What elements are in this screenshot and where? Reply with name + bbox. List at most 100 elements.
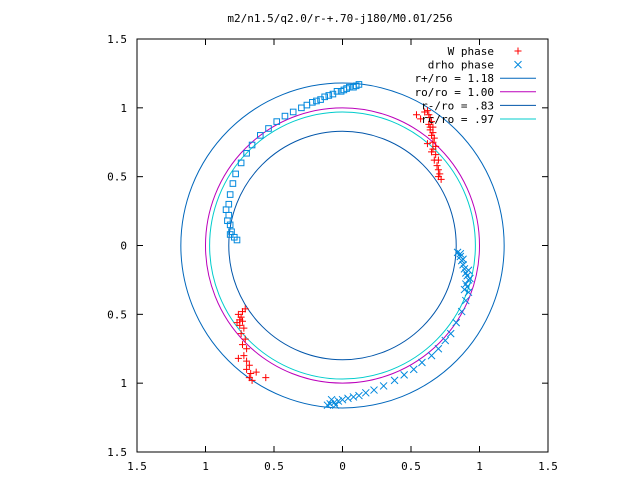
drho_phase-point [226, 231, 234, 238]
drho_phase-point [222, 206, 230, 214]
w_phase-point [432, 151, 440, 159]
legend-label: r-/ro = .83 [421, 99, 494, 112]
drho_phase-point [379, 382, 388, 390]
circle-ro [205, 107, 480, 384]
drho_phase-point [289, 108, 297, 116]
drho_phase-point [317, 96, 324, 103]
legend-symbol [514, 60, 522, 69]
w_phase-point [238, 341, 246, 349]
drho_phase-point [446, 329, 455, 338]
drho_phase-point [229, 180, 237, 187]
drho_phase-point [325, 92, 333, 99]
drho_phase-point [248, 141, 256, 149]
drho_phase-point [224, 217, 231, 225]
drho_phase-point [349, 393, 358, 401]
drho_phase-point [355, 391, 363, 400]
drho_phase-point [461, 280, 470, 288]
w_phase-point [240, 352, 248, 360]
drho_phase-point [390, 376, 399, 385]
x-tick-label: 0.5 [401, 460, 421, 473]
legend-label: W phase [448, 45, 494, 58]
drho_phase-point [409, 365, 418, 374]
drho_phase-point [257, 132, 264, 139]
drho_phase-point [329, 90, 337, 98]
drho_phase-point [309, 99, 316, 106]
legend-entry-ro: ro/ro = 1.00 [415, 86, 536, 99]
drho_phase-point [225, 211, 233, 219]
drho_phase-point [456, 249, 465, 258]
w_phase-point [428, 148, 436, 156]
drho_phase-point [464, 288, 473, 297]
w_phase-point [262, 374, 270, 382]
w_phase-point [240, 324, 248, 332]
drho_phase-point [344, 394, 352, 403]
drho_phase-point [337, 88, 345, 95]
drho_phase-point [441, 336, 450, 345]
w_phase-point [434, 166, 442, 174]
w_phase-point [248, 376, 256, 384]
drho_phase-point [265, 125, 272, 132]
y-tick-label: 0.5 [107, 171, 127, 184]
drho_phase-point [232, 170, 239, 178]
drho_phase-point [323, 401, 332, 410]
y-tick-label: 1.5 [107, 33, 127, 46]
legend-entry-w_phase: W phase [448, 45, 522, 58]
drho_phase-point [350, 83, 357, 91]
drho_phase-point [459, 255, 467, 264]
drho_phase-point [466, 274, 474, 283]
drho_phase-point [464, 266, 473, 275]
x-tick-label: 0 [339, 460, 346, 473]
legend-label: r+/ro = 1.18 [415, 72, 494, 85]
w_phase-point [421, 108, 429, 116]
x-tick-label: 1.5 [127, 460, 147, 473]
legend-entry-rc: rc/ro = .97 [421, 113, 536, 126]
drho_phase-point [418, 358, 426, 367]
x-tick-label: 1 [202, 460, 209, 473]
drho_phase-point [452, 318, 461, 327]
w_phase-point [245, 361, 253, 369]
circle-rc [209, 111, 476, 380]
y-tick-label: 1 [120, 102, 127, 115]
drho_phase-point [226, 191, 234, 198]
w_phase-point [237, 330, 245, 338]
w_phase-point [437, 175, 445, 183]
legend-label: rc/ro = .97 [421, 113, 494, 126]
chart-title: m2/n1.5/q2.0/r-+.70-j180/M0.01/256 [227, 12, 452, 25]
drho_phase-point [233, 236, 241, 244]
w_phase-point [423, 140, 431, 148]
w_phase-point [233, 319, 241, 327]
w_phase-point [243, 365, 251, 373]
drho_phase-point [237, 159, 245, 167]
w_phase-point [430, 134, 438, 142]
drho_phase-point [225, 200, 233, 208]
w_phase-point [241, 305, 249, 313]
w_phase-point [247, 370, 255, 378]
w_phase-point [243, 345, 251, 353]
drho_phase-point [243, 149, 250, 157]
drho_phase-point [338, 395, 347, 404]
drho_phase-point [273, 118, 281, 125]
drho_phase-point [361, 388, 370, 397]
y-tick-label: 1.5 [107, 446, 127, 459]
drho_phase-point [370, 386, 378, 394]
w_phase-point [412, 111, 420, 119]
legend-entry-r_minus: r-/ro = .83 [421, 99, 536, 112]
drho_phase-point [460, 265, 469, 273]
x-tick-label: 0.5 [264, 460, 284, 473]
y-tick-label: 0 [120, 240, 127, 253]
drho_phase-point [427, 351, 436, 360]
w_phase-point [243, 357, 251, 365]
drho_phase-point [461, 296, 470, 305]
circle-r_plus [180, 82, 505, 409]
y-tick-label: 0.5 [107, 308, 127, 321]
circle-r_minus [228, 130, 457, 361]
w_phase-point [417, 115, 425, 123]
w_phase-point [234, 354, 242, 362]
drho_phase-point [327, 395, 336, 404]
legend-label: drho phase [428, 59, 494, 72]
axis-ticks: 1.5 1 0.5 0 0.5 1 1.51.510.500.511.5 [107, 33, 558, 473]
drho_phase-point [453, 248, 462, 257]
